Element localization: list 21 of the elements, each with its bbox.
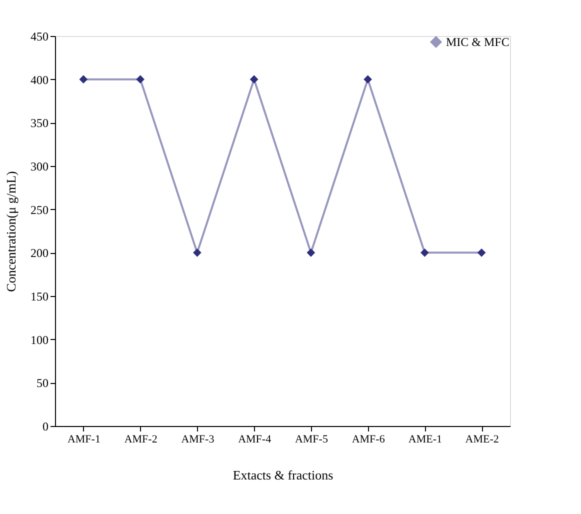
y-tick-label: 250 xyxy=(30,202,48,217)
x-tick-label: AME-2 xyxy=(465,434,499,446)
y-tick-label: 150 xyxy=(30,290,48,304)
x-axis-title: Extacts & fractions xyxy=(232,468,334,482)
x-tick-label: AMF-5 xyxy=(294,434,328,446)
x-tick-label: AMF-4 xyxy=(238,434,272,446)
y-tick-label: 350 xyxy=(30,116,48,130)
x-tick-label: AMF-6 xyxy=(352,434,386,446)
legend-label: MIC & MFC xyxy=(446,35,510,49)
x-tick-label: AMF-3 xyxy=(181,434,215,446)
y-tick-label: 450 xyxy=(30,30,48,44)
y-tick-label: 50 xyxy=(36,376,48,390)
y-tick-label: 0 xyxy=(42,420,48,434)
x-tick-label: AME-1 xyxy=(408,434,442,446)
y-tick-label: 400 xyxy=(30,72,48,87)
y-tick-label: 100 xyxy=(30,332,48,347)
y-tick-label: 300 xyxy=(30,160,48,174)
x-tick-label: AMF-2 xyxy=(124,434,158,446)
y-tick-label: 200 xyxy=(30,246,48,260)
x-tick-label: AMF-1 xyxy=(67,434,100,446)
y-axis-title: Concentration(μ g/mL) xyxy=(4,171,18,292)
